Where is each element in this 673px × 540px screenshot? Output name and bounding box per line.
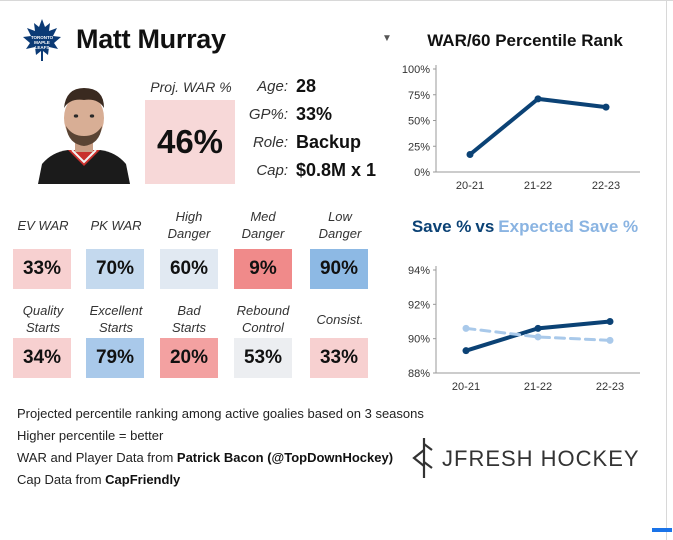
cap-value: $0.8M x 1: [296, 160, 377, 180]
top-border: [0, 0, 673, 1]
age-label: Age:: [257, 78, 288, 95]
chart1-y-tick-label: 50%: [408, 116, 430, 128]
metric-label-ev-war: EV WAR: [17, 218, 69, 233]
jfresh-logo-icon: [412, 438, 433, 478]
chart1-x-tick-label: 21-22: [524, 180, 552, 192]
chart1-y-tick-label: 75%: [408, 90, 430, 102]
age-value: 28: [296, 76, 317, 96]
chart2-x-tick-label: 20-21: [452, 381, 480, 393]
metric-box-excellent-starts: 79%: [86, 338, 144, 378]
proj-war-value: 46%: [145, 100, 235, 184]
metric-label-rebound-control: Rebound Control: [236, 303, 290, 335]
metric-box-high-danger: 60%: [160, 249, 218, 289]
save-pct-chart: Save % vs Expected Save % 88% 90% 92% 94% 20-2…: [408, 217, 640, 393]
note-cap-source: Cap Data from CapFriendly: [17, 472, 181, 487]
metric-box-rebound-control: 53%: [234, 338, 292, 378]
chart2-x-tick-label: 22-23: [596, 381, 624, 393]
metric-label-pk-war: PK WAR: [90, 218, 142, 233]
chart1-x-tick-label: 20-21: [456, 180, 484, 192]
chart1-y-tick-label: 25%: [408, 141, 430, 153]
metric-box-pk-war: 70%: [86, 249, 144, 289]
player-headshot-icon: [38, 88, 130, 184]
metric-box-consistency: 33%: [310, 338, 368, 378]
player-name: Matt Murray: [76, 24, 226, 54]
svg-text:LEAFS: LEAFS: [35, 45, 50, 50]
chart2-data-point: [462, 347, 470, 355]
chart2-title-expected: Expected Save %: [498, 217, 638, 236]
chart2-title-save: Save %: [412, 217, 472, 236]
chart2-title-vs: vs: [475, 217, 494, 236]
role-label: Role:: [252, 134, 288, 151]
metric-label-med-danger: Med Danger: [241, 209, 285, 241]
metric-label-bad-starts: Bad Starts: [172, 303, 206, 335]
metric-box-med-danger: 9%: [234, 249, 292, 289]
note-projection: Projected percentile ranking among activ…: [17, 406, 424, 421]
chart1-y-tick-label: 0%: [414, 167, 430, 179]
metric-box-low-danger: 90%: [310, 249, 368, 289]
chart2-y-tick-label: 90%: [408, 334, 430, 346]
chart2-data-point: [606, 336, 614, 344]
chart2-y-tick-label: 88%: [408, 368, 430, 380]
war-source-name: Patrick Bacon (@TopDownHockey): [176, 450, 394, 465]
cap-source-name: CapFriendly: [105, 472, 181, 487]
metric-box-bad-starts: 20%: [160, 338, 218, 378]
cap-label: Cap:: [256, 162, 288, 179]
sheet-corner-marker: [652, 528, 672, 532]
chart2-data-point: [534, 324, 542, 332]
right-border: [666, 0, 667, 540]
chart1-data-point: [602, 103, 610, 111]
jfresh-brand: JFRESH HOCKEY: [412, 438, 640, 478]
svg-text:MAPLE: MAPLE: [34, 40, 50, 45]
chart2-data-point: [606, 318, 614, 325]
note-war-source: WAR and Player Data from Patrick Bacon (…: [17, 450, 394, 465]
metric-label-low-danger: Low Danger: [318, 209, 362, 241]
player-dropdown-icon[interactable]: ▼: [382, 33, 392, 44]
metric-label-excellent-starts: Excellent Starts: [89, 303, 143, 335]
svg-text:TORONTO: TORONTO: [31, 35, 54, 40]
metric-label-consistency: Consist.: [316, 312, 364, 327]
chart2-y-tick-label: 94%: [408, 265, 430, 277]
chart1-series-line: [468, 96, 608, 157]
metric-label-quality-starts: Quality Starts: [22, 303, 64, 335]
chart1-data-point: [466, 150, 474, 158]
note-higher-better: Higher percentile = better: [17, 428, 164, 443]
chart1-title: WAR/60 Percentile Rank: [427, 31, 623, 50]
metric-box-quality-starts: 34%: [13, 338, 71, 378]
gp-value: 33%: [296, 104, 333, 124]
metric-box-ev-war: 33%: [13, 249, 71, 289]
gp-label: GP%:: [248, 106, 288, 123]
chart2-series-line: [464, 326, 612, 342]
chart1-x-tick-label: 22-23: [592, 180, 620, 192]
proj-war-label: Proj. WAR %: [150, 79, 232, 95]
metric-label-high-danger: High Danger: [167, 209, 211, 241]
brand-name: JFRESH HOCKEY: [442, 446, 640, 471]
chart2-title: Save % vs Expected Save %: [412, 217, 638, 236]
chart2-x-tick-label: 21-22: [524, 381, 552, 393]
chart1-data-point: [534, 95, 542, 103]
chart2-data-point: [462, 324, 470, 332]
role-value: Backup: [296, 132, 362, 152]
maple-leafs-logo-icon: TORONTO MAPLE LEAFS: [23, 19, 61, 61]
war60-percentile-chart: WAR/60 Percentile Rank 0% 25% 50% 75% 100% 20…: [402, 31, 640, 192]
chart2-y-tick-label: 92%: [408, 299, 430, 311]
chart1-y-tick-label: 100%: [402, 64, 430, 76]
chart2-data-point: [534, 333, 542, 341]
